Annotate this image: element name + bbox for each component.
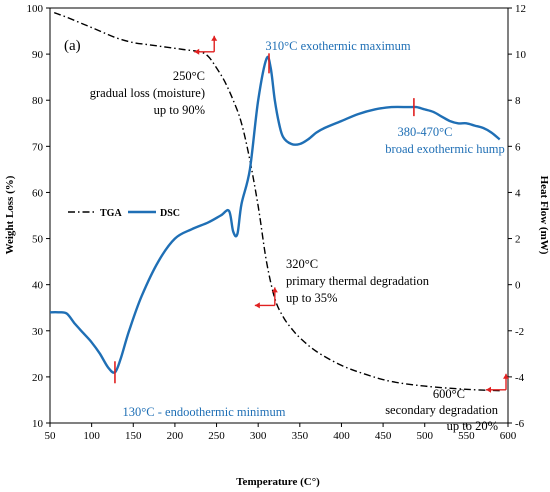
annotation-a380-line1: broad exothermic hump [385, 142, 504, 156]
panel-label: (a) [64, 38, 81, 54]
legend-label-tga: TGA [100, 208, 122, 219]
marker-320-arrow-head-h [254, 302, 260, 309]
y-left-tick-label: 30 [32, 326, 44, 338]
annotations: 250°C gradual loss (moisture) up to 90% 310… [90, 39, 505, 433]
plot-border [49, 7, 509, 424]
y-left-tick-label: 60 [32, 187, 44, 199]
legend: TGA DSC [68, 208, 180, 219]
y-left-tick-label: 90 [32, 49, 44, 61]
x-tick-label: 50 [45, 430, 57, 442]
y-left-tick-label: 100 [27, 3, 44, 15]
annotation-a600-line1: secondary degradation [385, 403, 499, 417]
annotation-a320-line1: primary thermal degradation [286, 274, 430, 288]
annotation-a250-line0: 250°C [173, 69, 205, 83]
annotation-a320-line0: 320°C [286, 257, 318, 271]
x-tick-label: 550 [458, 430, 475, 442]
x-tick-label: 150 [125, 430, 142, 442]
y-right-tick-label: -4 [515, 372, 525, 384]
annotation-a320-line2: up to 35% [286, 291, 337, 305]
left-y-axis-ticks: 10 20 30 40 50 60 70 80 90 100 [27, 3, 50, 430]
y-left-tick-label: 10 [32, 418, 44, 430]
red-markers [114, 35, 510, 393]
y-right-tick-label: 8 [515, 95, 521, 107]
annotation-a600-line0: 600°C [433, 387, 465, 401]
y-right-tick-label: -6 [515, 418, 525, 430]
y-left-tick-label: 20 [32, 372, 44, 384]
x-tick-label: 400 [333, 430, 350, 442]
annotation-a310-line0: 310°C exothermic maximum [265, 39, 411, 53]
right-y-axis-ticks: -6 -4 -2 0 2 4 6 8 10 12 [508, 3, 527, 430]
y-axis-right-label: Heat Flow (mW) [538, 176, 550, 255]
annotation-a130-line0: 130°C - endoothermic minimum [123, 405, 286, 419]
x-tick-label: 350 [292, 430, 309, 442]
x-tick-label: 100 [83, 430, 100, 442]
plot-frame [49, 7, 509, 424]
y-left-tick-label: 40 [32, 280, 44, 292]
marker-250-arrow-head-h [194, 48, 200, 55]
y-right-tick-label: -2 [515, 326, 524, 338]
legend-label-dsc: DSC [160, 208, 180, 219]
series-line-tga [53, 11, 500, 392]
y-left-tick-label: 70 [32, 141, 44, 153]
x-tick-label: 300 [250, 430, 267, 442]
y-left-tick-label: 50 [32, 234, 44, 246]
annotation-a250-line1: gradual loss (moisture) [90, 86, 205, 100]
x-tick-label: 500 [416, 430, 433, 442]
annotation-a600-line2: up to 20% [447, 419, 498, 433]
annotation-a250-line2: up to 90% [154, 103, 205, 117]
marker-250-arrow-head-v [211, 35, 218, 41]
x-axis-label: Temperature (C°) [236, 476, 320, 488]
x-tick-label: 600 [500, 430, 517, 442]
marker-600-arrow-head-v [503, 373, 510, 379]
marker-320-arrow-head-v [271, 287, 278, 293]
y-right-tick-label: 10 [515, 49, 527, 61]
y-right-tick-label: 6 [515, 141, 521, 153]
marker-600-arrow-head-h [486, 386, 492, 393]
y-right-tick-label: 2 [515, 234, 521, 246]
series-layer [49, 11, 501, 392]
x-axis-ticks: 50 100 150 200 250 300 350 400 450 500 550 600 [45, 423, 517, 442]
y-right-tick-label: 12 [515, 3, 526, 15]
y-left-tick-label: 80 [32, 95, 44, 107]
x-tick-label: 250 [208, 430, 225, 442]
x-tick-label: 450 [375, 430, 392, 442]
y-right-tick-label: 4 [515, 187, 521, 199]
annotation-a380-line0: 380-470°C [398, 125, 453, 139]
y-axis-left-label: Weight Loss (%) [4, 175, 16, 254]
y-right-tick-label: 0 [515, 280, 521, 292]
x-tick-label: 200 [167, 430, 184, 442]
